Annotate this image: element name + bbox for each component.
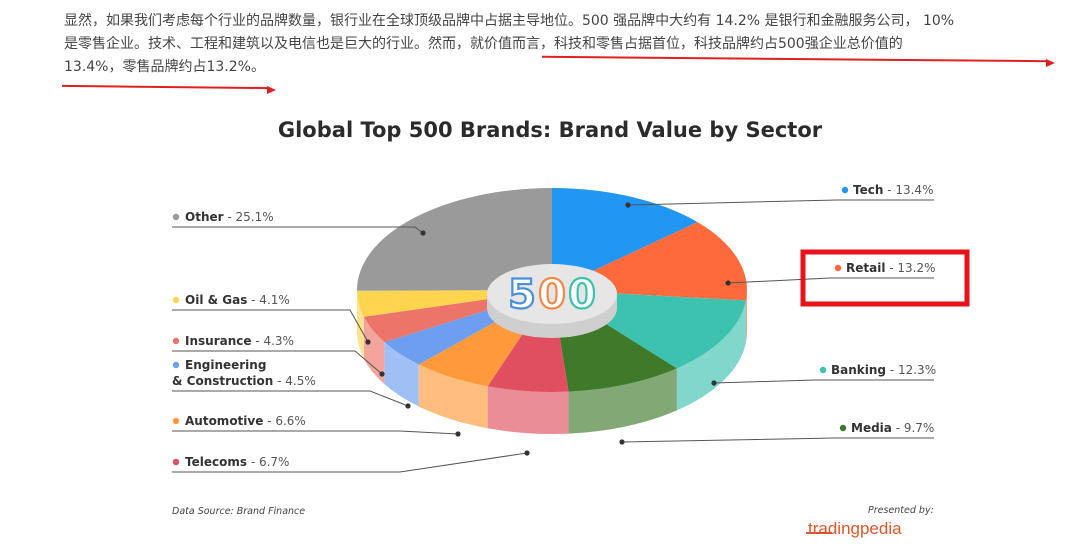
- brand-logo-mark: [806, 532, 832, 534]
- leader-dot: [420, 230, 426, 236]
- leader-line: [172, 309, 369, 343]
- legend-bullet: [834, 264, 842, 272]
- pie-slice-other: [356, 188, 552, 291]
- leader-line: [713, 379, 934, 384]
- leader-line: [172, 226, 424, 234]
- pie-side-insurance: [363, 316, 385, 385]
- pie-side-engineering: [384, 342, 419, 407]
- leader-dot: [625, 202, 631, 208]
- slice-label: Media - 9.7%: [851, 421, 934, 435]
- legend-bullet: [819, 366, 827, 374]
- leader-dot: [711, 380, 717, 386]
- slice-label: Banking - 12.3%: [831, 363, 936, 377]
- slice-label: Automotive - 6.6%: [185, 414, 306, 428]
- legend-bullet: [839, 424, 847, 432]
- chart-title: Global Top 500 Brands: Brand Value by Se…: [277, 118, 823, 142]
- center-label-digit: 0: [568, 272, 596, 318]
- pie-slice-tech: [552, 188, 698, 290]
- legend-bullet: [172, 458, 180, 466]
- pie-side-oil-gas: [357, 290, 364, 359]
- leader-dot: [455, 431, 461, 437]
- data-source-note: Data Source: Brand Finance: [172, 506, 306, 517]
- leader-dot: [379, 371, 385, 377]
- slice-label: Insurance - 4.3%: [185, 334, 294, 348]
- presented-by-note: Presented by:: [868, 505, 934, 516]
- paragraph-line-3: 13.4%，零售品牌约占13.2%。: [64, 59, 265, 75]
- article-paragraph: 显然，如果我们考虑每个行业的品牌数量，银行业在全球顶级品牌中占据主导地位。500…: [64, 10, 1054, 79]
- leader-line: [172, 430, 459, 435]
- legend-bullet: [172, 417, 180, 425]
- pie-side-automotive: [418, 364, 488, 429]
- legend-bullet: [172, 361, 180, 369]
- legend-bullet: [841, 186, 849, 194]
- slice-label: Tech - 13.4%: [853, 183, 933, 197]
- leader-dot: [365, 339, 371, 345]
- legend-bullet: [172, 296, 180, 304]
- slice-label: Other - 25.1%: [185, 210, 274, 224]
- leader-dot: [524, 450, 530, 456]
- leader-line: [172, 452, 528, 473]
- leader-line: [627, 199, 934, 206]
- paragraph-line-2: 是零售企业。技术、工程和建筑以及电信也是巨大的行业。然而，就价值而言，科技和零售…: [64, 36, 903, 52]
- highlight-box: [800, 249, 970, 307]
- leader-line: [172, 390, 409, 407]
- leader-line: [727, 277, 934, 284]
- leader-line: [172, 350, 383, 375]
- slice-label: Telecoms - 6.7%: [185, 455, 289, 469]
- legend-bullet: [172, 213, 180, 221]
- center-label-digit: 5: [508, 272, 536, 318]
- legend-bullet: [172, 337, 180, 345]
- leader-dot: [725, 280, 731, 286]
- slice-label: Oil & Gas - 4.1%: [185, 293, 290, 307]
- brand-logo: tradingpedia: [808, 519, 902, 538]
- slice-label: Engineering: [185, 358, 266, 372]
- leader-dot: [405, 403, 411, 409]
- pie-side-retail: [745, 290, 747, 343]
- paragraph-line-1: 显然，如果我们考虑每个行业的品牌数量，银行业在全球顶级品牌中占据主导地位。500…: [64, 13, 955, 29]
- pie-sides: [357, 290, 747, 434]
- pie-side-banking: [676, 300, 746, 411]
- center-label-digit: 0: [538, 272, 566, 318]
- pie-side-telecoms: [487, 386, 569, 434]
- leader-dot: [619, 439, 625, 445]
- pie-labels: Tech - 13.4% Retail - 13.2% Banking - 12.3…: [172, 183, 936, 473]
- pie-side-media: [568, 368, 677, 434]
- leader-line: [621, 437, 934, 443]
- slice-label: Retail - 13.2%: [846, 261, 936, 275]
- underline-arrow-1: [1046, 59, 1055, 67]
- underline-arrow-2: [267, 86, 276, 94]
- slice-label: & Construction - 4.5%: [172, 374, 316, 388]
